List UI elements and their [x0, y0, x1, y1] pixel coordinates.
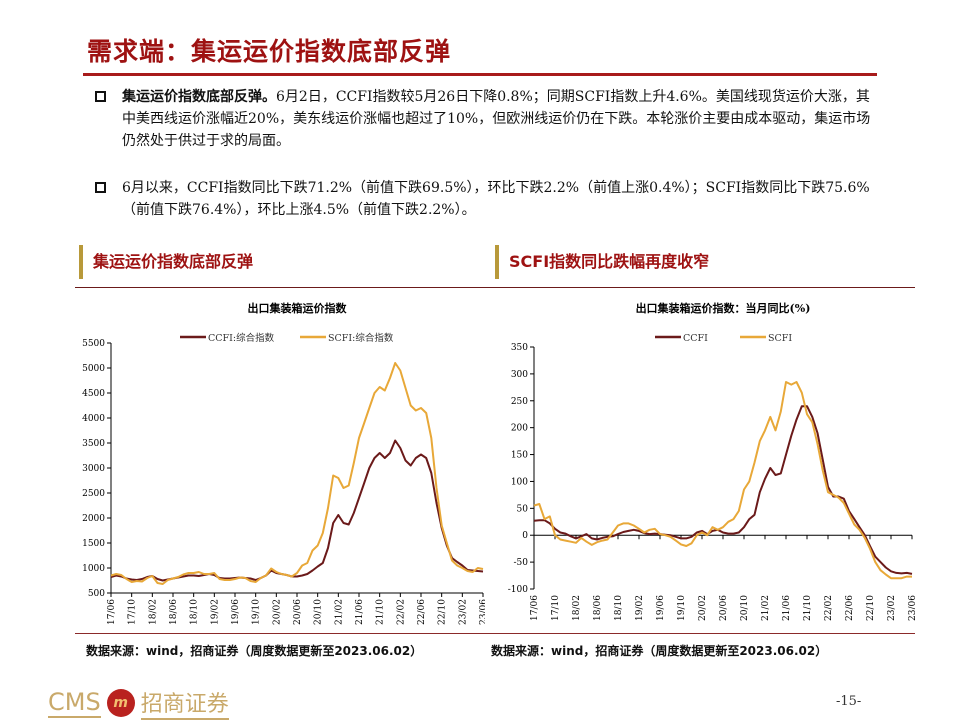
section-header-left: 集运运价指数底部反弹 — [79, 245, 253, 279]
y-tick-label: 5500 — [82, 339, 105, 349]
bullet-text: 6月以来，CCFI指数同比下跌71.2%（前值下跌69.5%），环比下跌2.2%… — [122, 180, 870, 218]
y-tick-label: 5000 — [82, 364, 105, 374]
x-tick-label: 19/02 — [635, 595, 645, 621]
x-tick-label: 18/02 — [148, 599, 158, 625]
x-tick-label: 20/10 — [740, 595, 750, 621]
series-line-scfi — [533, 381, 912, 580]
x-tick-label: 18/06 — [169, 599, 179, 625]
legend-label: CCFI:综合指数 — [208, 332, 275, 344]
y-tick-label: 350 — [511, 343, 528, 353]
x-tick-label: 18/10 — [190, 599, 200, 625]
x-tick-label: 21/10 — [803, 595, 813, 621]
source-divider — [75, 633, 915, 634]
checkbox-square-icon — [95, 182, 106, 193]
x-tick-label: 18/02 — [572, 595, 582, 621]
legend-label: SCFI:综合指数 — [328, 332, 394, 344]
checkbox-square-icon — [95, 91, 106, 102]
x-tick-label: 21/02 — [334, 599, 344, 625]
y-tick-label: 3000 — [82, 464, 105, 474]
page-number: -15- — [836, 694, 862, 709]
y-tick-label: 4000 — [82, 414, 105, 424]
y-tick-label: 2500 — [82, 489, 105, 499]
x-tick-label: 21/06 — [782, 595, 792, 621]
source-note-left: 数据来源：wind，招商证券（周度数据更新至2023.06.02） — [86, 644, 423, 658]
page-title: 需求端：集运运价指数底部反弹 — [87, 37, 452, 66]
logo-emblem-icon: m — [106, 689, 135, 717]
y-tick-label: 4500 — [82, 389, 105, 399]
x-tick-label: 19/06 — [231, 599, 241, 625]
x-tick-label: 19/10 — [252, 599, 262, 625]
x-tick-label: 18/06 — [593, 595, 603, 621]
y-tick-label: 200 — [511, 424, 528, 434]
section-header-right: SCFI指数同比跌幅再度收窄 — [495, 245, 709, 279]
y-tick-label: 100 — [511, 477, 528, 487]
company-logo: CMS m 招商证券 — [48, 686, 229, 720]
section-divider — [75, 287, 915, 288]
x-tick-label: 20/06 — [293, 599, 303, 625]
chart-title: 出口集装箱运价指数：当月同比(%) — [636, 301, 811, 315]
y-tick-label: 2000 — [82, 514, 105, 524]
y-tick-label: 50 — [517, 504, 529, 514]
x-tick-label: 20/06 — [719, 595, 729, 621]
bullet-text: 6月2日，CCFI指数较5月26日下降0.8%；同期SCFI指数上升4.6%。美… — [122, 89, 871, 149]
chart-title: 出口集装箱运价指数 — [248, 301, 348, 315]
y-tick-label: 3500 — [82, 439, 105, 449]
section-label: 集运运价指数底部反弹 — [93, 252, 254, 271]
x-tick-label: 17/10 — [128, 599, 138, 625]
y-tick-label: 0 — [522, 531, 528, 541]
accent-bar — [79, 245, 83, 279]
x-tick-label: 18/10 — [614, 595, 624, 621]
x-tick-label: 17/06 — [530, 595, 540, 621]
x-tick-label: 17/10 — [551, 595, 561, 621]
y-tick-label: 500 — [88, 589, 105, 599]
x-tick-label: 20/10 — [314, 599, 324, 625]
legend-label: SCFI — [768, 333, 792, 344]
series-line-scfi — [110, 362, 484, 585]
x-tick-label: 23/06 — [908, 595, 915, 621]
y-tick-label: 1500 — [82, 539, 105, 549]
x-tick-label: 17/06 — [107, 599, 117, 625]
y-tick-label: 300 — [511, 370, 528, 380]
x-tick-label: 23/02 — [458, 599, 468, 625]
x-tick-label: 22/02 — [824, 595, 834, 621]
title-divider — [83, 73, 877, 76]
source-note-right: 数据来源：wind，招商证券（周度数据更新至2023.06.02） — [491, 644, 828, 658]
y-tick-label: -100 — [508, 585, 528, 595]
x-tick-label: 22/02 — [396, 599, 406, 625]
section-label: SCFI指数同比跌幅再度收窄 — [509, 252, 710, 271]
y-tick-label: 250 — [511, 397, 528, 407]
x-tick-label: 19/02 — [210, 599, 220, 625]
x-tick-label: 23/06 — [479, 599, 485, 625]
x-tick-label: 23/02 — [887, 595, 897, 621]
y-tick-label: 1000 — [82, 564, 105, 574]
logo-text-cn: 招商证券 — [140, 686, 229, 720]
x-tick-label: 21/06 — [355, 599, 365, 625]
bullet-2: 6月以来，CCFI指数同比下跌71.2%（前值下跌69.5%），环比下跌2.2%… — [95, 177, 875, 221]
legend-label: CCFI — [683, 333, 708, 344]
x-tick-label: 20/02 — [698, 595, 708, 621]
x-tick-label: 22/06 — [845, 595, 855, 621]
x-tick-label: 20/02 — [272, 599, 282, 625]
x-tick-label: 21/02 — [761, 595, 771, 621]
chart-freight-index: 出口集装箱运价指数 CCFI:综合指数 SCFI:综合指数 500 1000 1500 20… — [82, 301, 485, 625]
x-tick-label: 19/10 — [677, 595, 687, 621]
series-line-ccfi — [110, 439, 484, 582]
y-tick-label: 150 — [511, 451, 528, 461]
accent-bar — [495, 245, 499, 279]
chart-freight-yoy: 出口集装箱运价指数：当月同比(%) CCFI SCFI -100 -50 0 50 100 15… — [508, 301, 915, 621]
logo-text-en: CMS — [48, 688, 101, 718]
x-tick-label: 19/06 — [656, 595, 666, 621]
x-tick-label: 21/10 — [376, 599, 386, 625]
y-tick-label: -50 — [514, 558, 529, 568]
series-line-ccfi — [533, 405, 913, 575]
bullet-bold: 集运运价指数底部反弹。 — [122, 89, 276, 105]
x-tick-label: 22/10 — [866, 595, 876, 621]
bullet-1: 集运运价指数底部反弹。6月2日，CCFI指数较5月26日下降0.8%；同期SCF… — [95, 86, 875, 152]
x-tick-label: 22/06 — [417, 599, 427, 625]
x-tick-label: 22/10 — [438, 599, 448, 625]
